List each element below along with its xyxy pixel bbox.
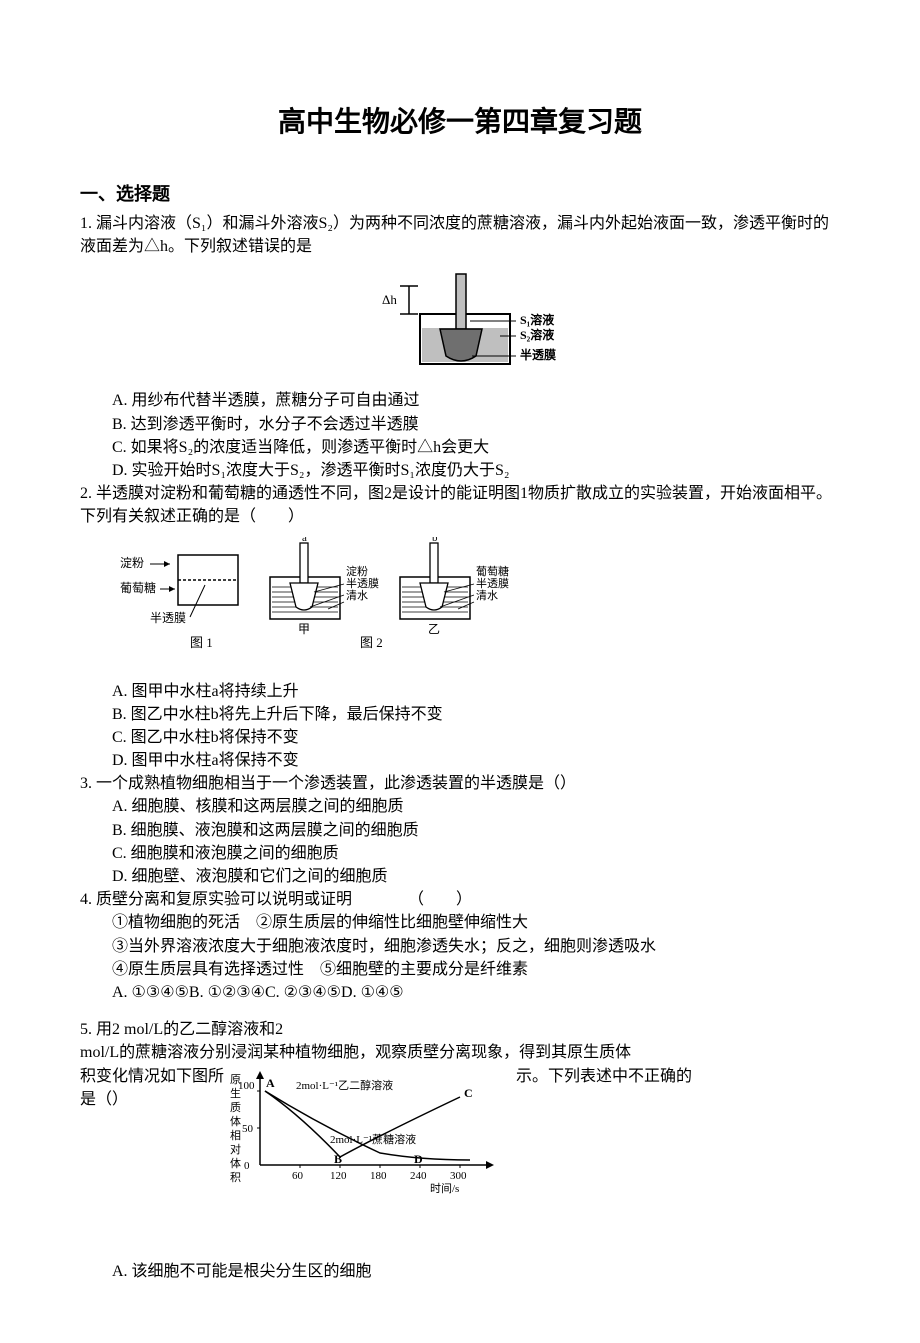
q4-l2: ③当外界溶液浓度大于细胞液浓度时，细胞渗透失水；反之，细胞则渗透吸水 [80, 935, 840, 958]
fig5-ptA: A [266, 1076, 275, 1090]
fig1-s2-label: S₂溶液 [520, 327, 554, 342]
q2-opt-a: A. 图甲中水柱a将持续上升 [80, 680, 840, 703]
q5-stem2a: mol/L的蔗糖溶液分别浸润某种植物细胞，观察质壁分离现象，得到其原生质体 [80, 1041, 840, 1064]
fig2-fig1-caption: 图 1 [190, 635, 213, 650]
q1-figure: Δh S₁溶液 S₂溶液 半透膜 [80, 266, 840, 381]
q5-stem1: 5. 用2 mol/L的乙二醇溶液和2 [80, 1018, 840, 1041]
q3-stem: 3. 一个成熟植物细胞相当于一个渗透装置，此渗透装置的半透膜是（） [80, 772, 840, 795]
fig5-yl6: 对 [230, 1142, 241, 1156]
q1-opt-d: D. 实验开始时S₁浓度大于S₂，渗透平衡时S₁浓度仍大于S₂ [80, 459, 840, 482]
fig2-a-label: a [302, 537, 307, 544]
fig2-yi-glucose: 葡萄糖 [476, 564, 509, 578]
fig2-yi-water: 清水 [476, 589, 498, 602]
q2-stem: 2. 半透膜对淀粉和葡萄糖的通透性不同，图2是设计的能证明图1物质扩散成立的实验… [80, 482, 840, 528]
q4-l3: ④原生质层具有选择透过性 ⑤细胞壁的主要成分是纤维素 [80, 958, 840, 981]
q4-opt-a: A. ①③④⑤B. ①②③④C. ②③④⑤D. ①④⑤ [80, 981, 840, 1004]
spacer2 [80, 1200, 840, 1260]
fig1-dh-label: Δh [382, 292, 397, 307]
fig2-jia-water: 清水 [346, 589, 368, 602]
q5-stem3: 是（） [80, 1091, 128, 1108]
fig2-b-label: b [432, 537, 438, 544]
fig5-ptC: C [464, 1086, 473, 1100]
q5-figure: 原 生 质 体 相 对 体 积 0 50 [230, 1065, 510, 1200]
fig2-glucose-label: 葡萄糖 [120, 580, 156, 595]
fig5-x60: 60 [292, 1170, 304, 1182]
fig2-jia-caption: 甲 [298, 622, 310, 636]
fig5-y100: 100 [238, 1080, 255, 1092]
fig5-yl3: 质 [230, 1101, 241, 1114]
fig5-yl4: 体 [230, 1114, 241, 1128]
fig2-starch-label: 淀粉 [120, 556, 144, 570]
fig5-ptD: D [414, 1152, 423, 1166]
q1-opt-a: A. 用纱布代替半透膜，蔗糖分子可自由通过 [80, 389, 840, 412]
fig1-mem-label: 半透膜 [520, 347, 556, 362]
q2-opt-c: C. 图乙中水柱b将保持不变 [80, 726, 840, 749]
q2-figure: 淀粉 葡萄糖 半透膜 图 1 [80, 537, 840, 672]
q1-opt-c: C. 如果将S₂的浓度适当降低，则渗透平衡时△h会更大 [80, 436, 840, 459]
q3-opt-c: C. 细胞膜和液泡膜之间的细胞质 [80, 842, 840, 865]
fig2-yi-mem: 半透膜 [476, 576, 509, 590]
q4-stem: 4. 质壁分离和复原实验可以说明或证明 （ ） [80, 888, 840, 911]
document-page: 高中生物必修一第四章复习题 一、选择题 1. 漏斗内溶液（S₁）和漏斗外溶液S₂… [0, 0, 920, 1343]
fig5-ptB: B [334, 1152, 342, 1166]
q4-l1: ①植物细胞的死活 ②原生质层的伸缩性比细胞壁伸缩性大 [80, 911, 840, 934]
q5-stem2c: 示。下列表述中不正确的 [516, 1068, 692, 1085]
fig2-fig2-caption: 图 2 [360, 635, 383, 650]
fig5-yl5: 相 [230, 1129, 241, 1142]
fig5-curveA: 2mol·L⁻¹乙二醇溶液 [296, 1078, 393, 1092]
q3-opt-a: A. 细胞膜、核膜和这两层膜之间的细胞质 [80, 795, 840, 818]
q1-stem: 1. 漏斗内溶液（S₁）和漏斗外溶液S₂）为两种不同浓度的蔗糖溶液，漏斗内外起始… [80, 212, 840, 258]
fig5-xlabel: 时间/s [430, 1182, 459, 1195]
q3-opt-d: D. 细胞壁、液泡膜和它们之间的细胞质 [80, 865, 840, 888]
fig2-jia-mem: 半透膜 [346, 576, 379, 590]
fig2-jia-starch: 淀粉 [346, 564, 368, 578]
section-header-1: 一、选择题 [80, 180, 840, 206]
q3-opt-b: B. 细胞膜、液泡膜和这两层膜之间的细胞质 [80, 819, 840, 842]
fig5-y50: 50 [242, 1123, 254, 1135]
q5-stem2b: 积变化情况如下图所 [80, 1068, 224, 1085]
q2-opt-b: B. 图乙中水柱b将先上升后下降，最后保持不变 [80, 703, 840, 726]
fig5-x300: 300 [450, 1170, 467, 1182]
spacer [80, 1004, 840, 1018]
fig5-curveB: 2mol·L⁻¹蔗糖溶液 [330, 1132, 416, 1146]
q1-opt-b: B. 达到渗透平衡时，水分子不会透过半透膜 [80, 413, 840, 436]
page-title: 高中生物必修一第四章复习题 [80, 100, 840, 140]
fig5-yl7: 体 [230, 1156, 241, 1170]
fig5-x120: 120 [330, 1170, 347, 1182]
fig5-y0: 0 [244, 1160, 250, 1172]
fig1-s1-label: S₁溶液 [520, 312, 554, 327]
q5-opt-a: A. 该细胞不可能是根尖分生区的细胞 [80, 1260, 840, 1283]
fig5-x180: 180 [370, 1170, 387, 1182]
fig2-mem1-label: 半透膜 [150, 611, 186, 625]
fig2-yi-caption: 乙 [428, 622, 440, 636]
q5-wrap: 积变化情况如下图所 是（） 原 生 质 体 相 对 体 积 [80, 1065, 840, 1200]
fig5-x240: 240 [410, 1170, 427, 1182]
fig5-yl8: 积 [230, 1171, 241, 1184]
q2-opt-d: D. 图甲中水柱a将保持不变 [80, 749, 840, 772]
